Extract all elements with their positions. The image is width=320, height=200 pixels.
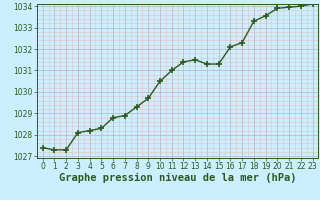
X-axis label: Graphe pression niveau de la mer (hPa): Graphe pression niveau de la mer (hPa) (59, 173, 296, 183)
